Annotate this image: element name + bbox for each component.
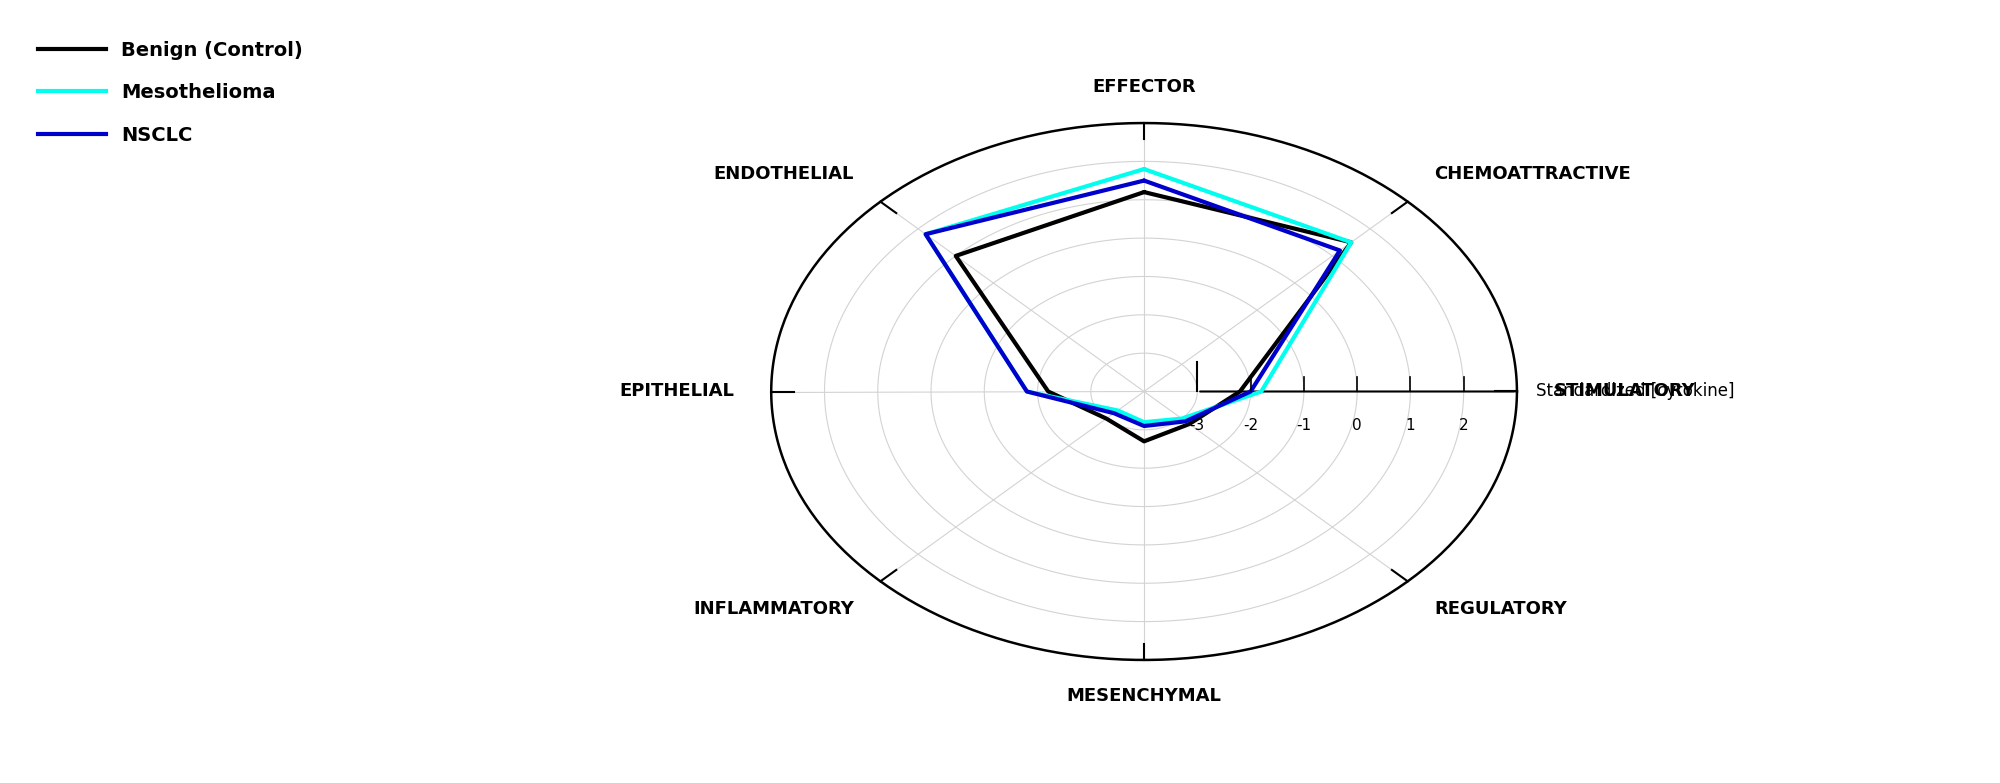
Text: REGULATORY: REGULATORY — [1434, 601, 1566, 619]
Text: 2: 2 — [1458, 417, 1468, 432]
Text: -1: -1 — [1296, 417, 1312, 432]
Text: 1: 1 — [1406, 417, 1416, 432]
Text: MESENCHYMAL: MESENCHYMAL — [1066, 687, 1222, 705]
Text: -2: -2 — [1244, 417, 1258, 432]
Text: STIMULATORY: STIMULATORY — [1554, 383, 1696, 400]
Text: EFFECTOR: EFFECTOR — [1092, 78, 1196, 96]
Text: CHEMOATTRACTIVE: CHEMOATTRACTIVE — [1434, 164, 1630, 182]
Legend: Benign (Control), Mesothelioma, NSCLC: Benign (Control), Mesothelioma, NSCLC — [30, 33, 310, 153]
Text: 0: 0 — [1352, 417, 1362, 432]
Text: EPITHELIAL: EPITHELIAL — [620, 383, 734, 400]
Text: -3: -3 — [1190, 417, 1204, 432]
Text: INFLAMMATORY: INFLAMMATORY — [694, 601, 854, 619]
Text: Standardized [cytokine]: Standardized [cytokine] — [1536, 383, 1734, 400]
Text: ENDOTHELIAL: ENDOTHELIAL — [714, 164, 854, 182]
